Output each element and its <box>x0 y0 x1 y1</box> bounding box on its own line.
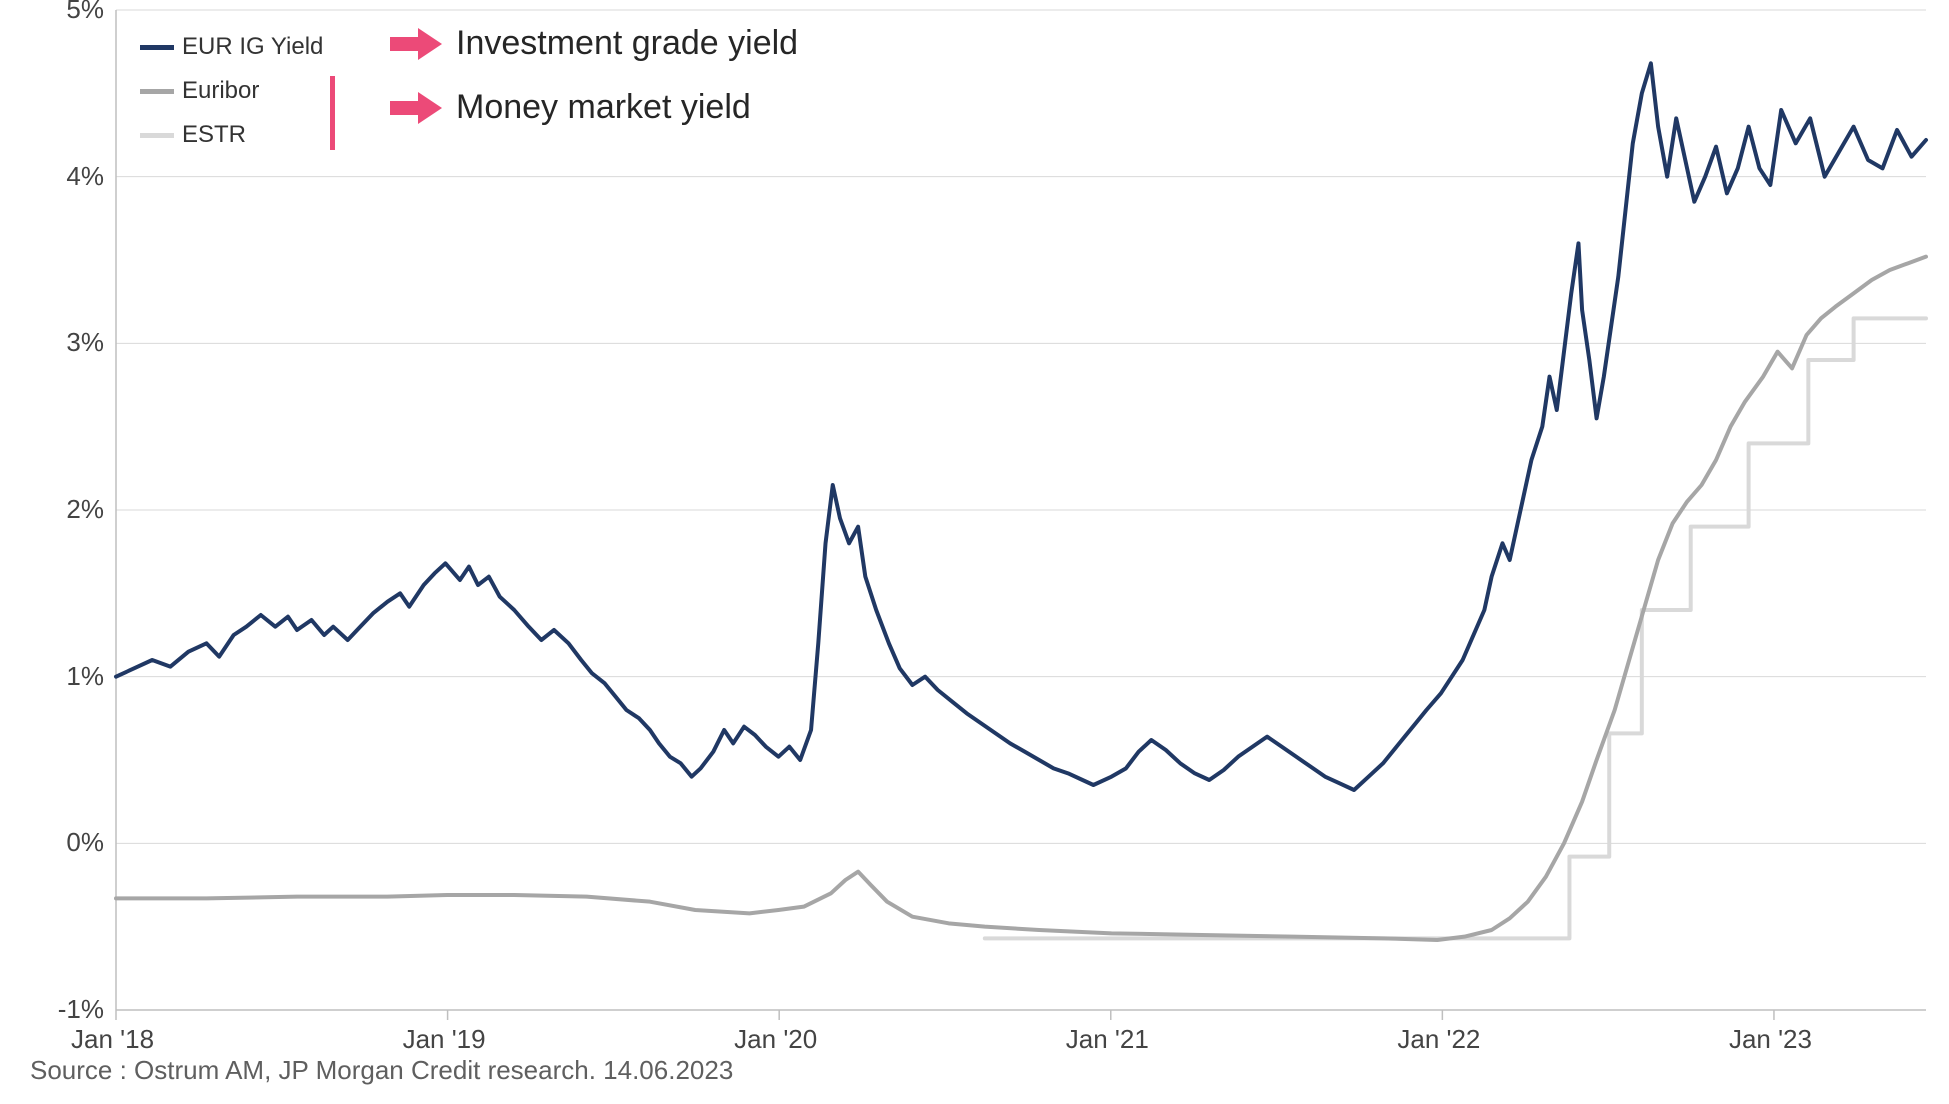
right-arrow-icon <box>390 90 442 126</box>
y-tick-label: 5% <box>66 0 104 25</box>
money-market-bracket <box>330 76 335 150</box>
legend-row: ESTR <box>140 113 323 157</box>
legend-label: Euribor <box>182 77 259 105</box>
y-tick-label: 3% <box>66 327 104 358</box>
series-estr <box>985 318 1926 938</box>
legend-label: ESTR <box>182 121 246 149</box>
source-attribution: Source : Ostrum AM, JP Morgan Credit res… <box>30 1055 733 1086</box>
legend-row: EUR IG Yield <box>140 25 323 69</box>
series-eur-ig-yield <box>116 63 1926 790</box>
legend-row: Euribor <box>140 69 323 113</box>
x-tick-label: Jan '20 <box>734 1024 817 1055</box>
legend-label: EUR IG Yield <box>182 33 323 61</box>
y-tick-label: 4% <box>66 161 104 192</box>
y-tick-label: -1% <box>58 994 104 1025</box>
x-tick-label: Jan '23 <box>1729 1024 1812 1055</box>
y-tick-label: 1% <box>66 661 104 692</box>
y-tick-label: 2% <box>66 494 104 525</box>
annotation-investment-grade: Investment grade yield <box>390 24 798 63</box>
annotation-text: Investment grade yield <box>456 24 798 63</box>
x-tick-label: Jan '22 <box>1397 1024 1480 1055</box>
x-tick-label: Jan '18 <box>71 1024 154 1055</box>
series-euribor <box>116 257 1926 940</box>
x-tick-label: Jan '21 <box>1066 1024 1149 1055</box>
chart-container: EUR IG Yield Euribor ESTR Investment grade… <box>0 0 1949 1104</box>
annotation-text: Money market yield <box>456 88 751 127</box>
legend-swatch <box>140 89 174 94</box>
x-tick-label: Jan '19 <box>403 1024 486 1055</box>
annotation-money-market: Money market yield <box>390 88 751 127</box>
right-arrow-icon <box>390 26 442 62</box>
legend: EUR IG Yield Euribor ESTR <box>140 25 323 157</box>
y-tick-label: 0% <box>66 827 104 858</box>
legend-swatch <box>140 133 174 138</box>
legend-swatch <box>140 45 174 50</box>
